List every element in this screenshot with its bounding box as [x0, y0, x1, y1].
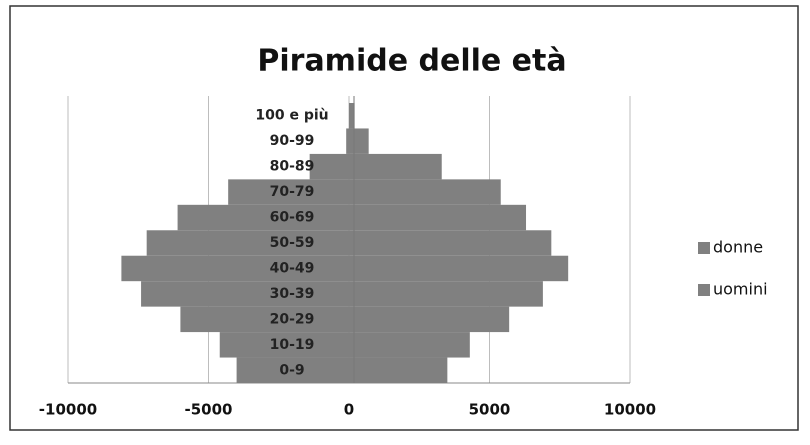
- bar: [180, 306, 349, 333]
- category-label: 90-99: [270, 133, 315, 149]
- category-label: 60-69: [270, 210, 315, 226]
- bar: [349, 357, 448, 383]
- category-label: 20-29: [270, 311, 315, 327]
- bar: [228, 179, 349, 205]
- legend-label: uomini: [713, 280, 768, 299]
- category-label: 30-39: [270, 286, 315, 302]
- bar: [349, 306, 510, 333]
- bar: [309, 153, 349, 180]
- x-tick-label: -10000: [39, 401, 97, 419]
- legend-swatch: [698, 242, 710, 254]
- bar: [349, 179, 501, 205]
- bar: [349, 230, 552, 256]
- bar: [177, 204, 349, 231]
- x-tick-label: 5000: [469, 401, 511, 419]
- x-tick-label: 10000: [604, 401, 656, 419]
- bar: [346, 128, 349, 154]
- bar: [349, 204, 527, 231]
- category-label: 100 e più: [255, 108, 328, 124]
- bar: [219, 332, 349, 358]
- legend-swatch: [698, 284, 710, 296]
- category-label: 40-49: [270, 260, 315, 276]
- chart-title: Piramide delle età: [257, 44, 566, 79]
- legend-label: donne: [713, 238, 763, 257]
- bar: [121, 255, 349, 282]
- category-label: 0-9: [279, 362, 304, 378]
- category-label: 50-59: [270, 235, 315, 251]
- bar: [141, 281, 349, 307]
- bar: [349, 281, 543, 307]
- category-label: 80-89: [270, 159, 315, 175]
- x-tick-label: 0: [344, 401, 354, 419]
- bar: [236, 357, 349, 383]
- x-tick-label: -5000: [185, 401, 233, 419]
- category-label: 10-19: [270, 337, 315, 353]
- bar: [349, 128, 369, 154]
- category-label: 70-79: [270, 184, 315, 200]
- bar: [146, 230, 349, 256]
- bar: [349, 103, 355, 129]
- bar: [349, 332, 470, 358]
- bar: [349, 255, 569, 282]
- bar: [349, 153, 442, 180]
